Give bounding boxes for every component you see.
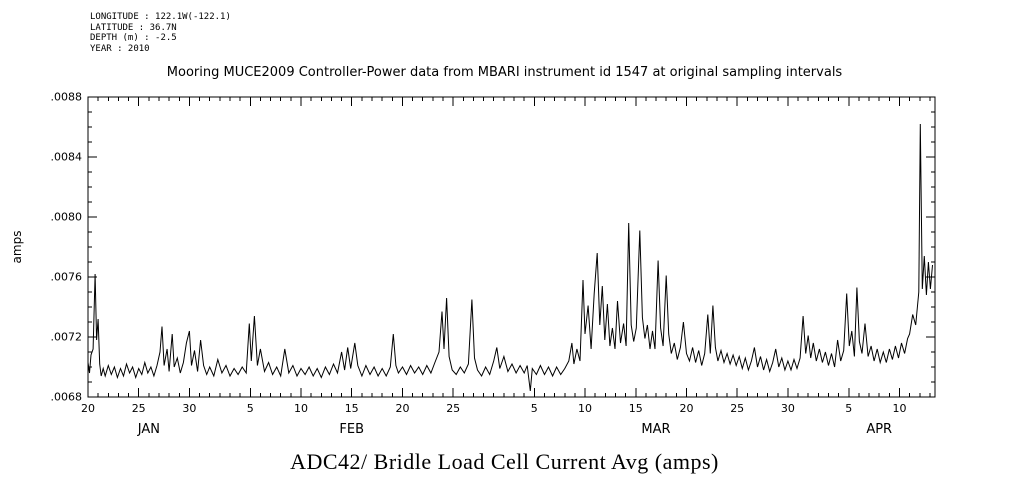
x-tick-label: 5	[247, 402, 254, 415]
x-tick-label: 15	[629, 402, 643, 415]
month-label: FEB	[339, 422, 364, 437]
series-line	[87, 123, 933, 392]
y-tick-label: .0084	[51, 151, 83, 164]
x-tick-label: 20	[81, 402, 95, 415]
meta-depth: DEPTH (m) : -2.5	[90, 33, 177, 43]
y-tick-label: .0088	[51, 91, 83, 104]
x-tick-label: 15	[345, 402, 359, 415]
y-tick-label: .0076	[51, 271, 83, 284]
meta-latitude: LATITUDE : 36.7N	[90, 22, 177, 33]
x-tick-label: 10	[294, 402, 308, 415]
plot-frame	[87, 96, 936, 398]
x-tick-label: 5	[531, 402, 538, 415]
x-tick-label: 20	[680, 402, 694, 415]
plot-title: Mooring MUCE2009 Controller-Power data f…	[166, 65, 843, 80]
x-tick-label: 25	[446, 402, 460, 415]
y-tick-label: .0080	[51, 211, 83, 224]
x-tick-label: 25	[730, 402, 744, 415]
x-tick-label: 25	[132, 402, 146, 415]
x-tick-label: 20	[396, 402, 410, 415]
meta-longitude: LONGITUDE : 122.1W(-122.1)	[90, 12, 231, 22]
month-label: JAN	[137, 422, 160, 437]
y-tick-label: .0072	[51, 331, 83, 344]
y-tick-label: .0068	[51, 391, 83, 404]
metadata-block: LONGITUDE : 122.1W(-122.1) LATITUDE : 36…	[90, 12, 231, 54]
x-tick-label: 10	[893, 402, 907, 415]
x-tick-label: 10	[578, 402, 592, 415]
x-tick-label: 5	[845, 402, 852, 415]
meta-year: YEAR : 2010	[90, 43, 150, 54]
bottom-axis-title: ADC42/ Bridle Load Cell Current Avg (amp…	[290, 449, 719, 474]
y-axis-label: amps	[10, 231, 24, 264]
month-label: APR	[866, 422, 892, 437]
x-tick-label: 30	[781, 402, 795, 415]
month-label: MAR	[641, 422, 670, 437]
x-tick-label: 30	[182, 402, 196, 415]
